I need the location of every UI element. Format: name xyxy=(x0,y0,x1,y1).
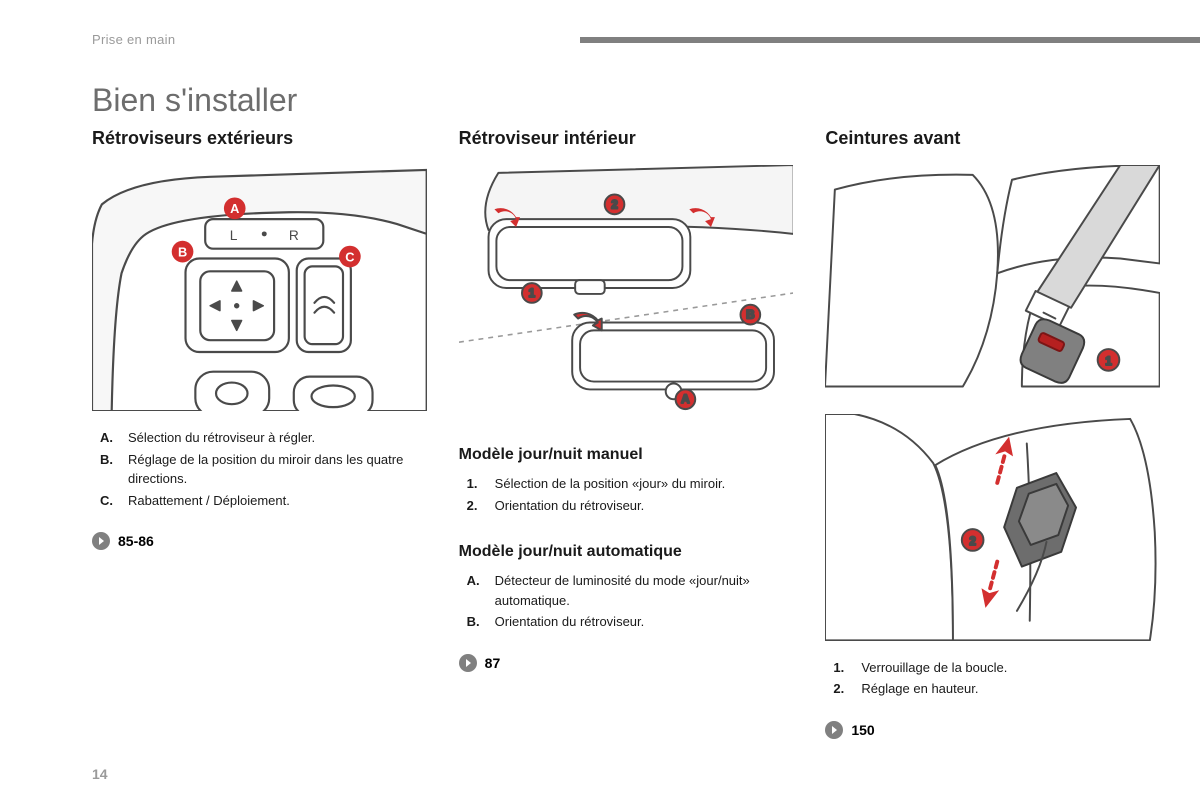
svg-text:2: 2 xyxy=(611,197,618,211)
subsection-title: Modèle jour/nuit automatique xyxy=(459,543,794,561)
section-title: Ceintures avant xyxy=(825,128,1160,149)
page-ref-number: 85-86 xyxy=(118,533,154,549)
header-band xyxy=(580,37,1200,43)
illus-seatbelt-height: 2 xyxy=(825,414,1160,640)
svg-text:R: R xyxy=(289,228,299,243)
svg-text:A: A xyxy=(681,392,690,406)
list-item: 2.Orientation du rétroviseur. xyxy=(467,496,794,516)
svg-text:A: A xyxy=(230,201,239,216)
list-item: A.Sélection du rétroviseur à régler. xyxy=(100,428,427,448)
col-front-seatbelts: Ceintures avant 1 xyxy=(825,128,1160,739)
breadcrumb: Prise en main xyxy=(92,32,175,47)
section-title: Rétroviseurs extérieurs xyxy=(92,128,427,149)
svg-text:2: 2 xyxy=(970,534,977,548)
list-item: 1.Verrouillage de la boucle. xyxy=(833,658,1160,678)
illus-exterior-mirror-controls: L R xyxy=(92,165,427,411)
svg-text:B: B xyxy=(746,308,755,322)
page-ref: 150 xyxy=(825,721,1160,739)
svg-text:L: L xyxy=(230,228,238,243)
list-item: 2.Réglage en hauteur. xyxy=(833,679,1160,699)
section-title: Rétroviseur intérieur xyxy=(459,128,794,149)
list-manual: 1.Sélection de la position «jour» du mir… xyxy=(459,474,794,515)
goto-icon xyxy=(92,532,110,550)
list-item: B.Orientation du rétroviseur. xyxy=(467,612,794,632)
goto-icon xyxy=(825,721,843,739)
svg-text:C: C xyxy=(345,249,354,264)
svg-text:1: 1 xyxy=(528,286,535,300)
page-title: Bien s'installer xyxy=(92,82,297,119)
col-exterior-mirrors: Rétroviseurs extérieurs L R xyxy=(92,128,427,739)
page-ref: 87 xyxy=(459,654,794,672)
page-ref-number: 150 xyxy=(851,722,874,738)
list-item: C.Rabattement / Déploiement. xyxy=(100,491,427,511)
list-item: A.Détecteur de luminosité du mode «jour/… xyxy=(467,571,794,610)
col-interior-mirror: Rétroviseur intérieur 2 xyxy=(459,128,794,739)
page-ref: 85-86 xyxy=(92,532,427,550)
content-columns: Rétroviseurs extérieurs L R xyxy=(92,128,1160,739)
goto-icon xyxy=(459,654,477,672)
svg-text:B: B xyxy=(178,245,187,260)
list-exterior: A.Sélection du rétroviseur à régler. B.R… xyxy=(92,428,427,510)
illus-interior-mirror: 2 1 B A xyxy=(459,165,794,411)
list-item: B.Réglage de la position du miroir dans … xyxy=(100,450,427,489)
page-ref-number: 87 xyxy=(485,655,501,671)
illus-seatbelt-buckle: 1 xyxy=(825,165,1160,391)
list-auto: A.Détecteur de luminosité du mode «jour/… xyxy=(459,571,794,632)
list-seatbelt: 1.Verrouillage de la boucle. 2.Réglage e… xyxy=(825,658,1160,699)
svg-text:1: 1 xyxy=(1106,354,1113,368)
subsection-title: Modèle jour/nuit manuel xyxy=(459,446,794,464)
list-item: 1.Sélection de la position «jour» du mir… xyxy=(467,474,794,494)
page-number: 14 xyxy=(92,766,108,782)
